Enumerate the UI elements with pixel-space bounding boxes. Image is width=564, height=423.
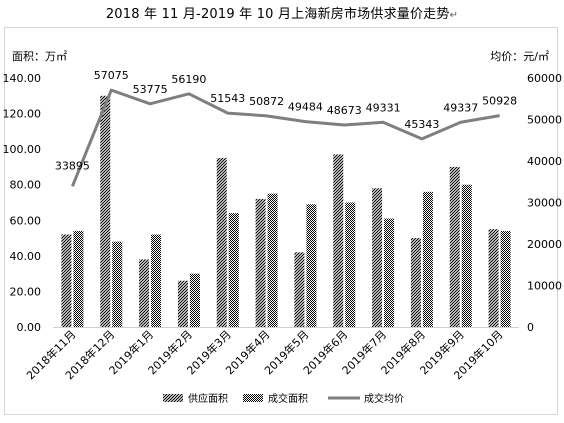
- avg-price-data-label: 56190: [171, 73, 206, 86]
- legend-swatch-supply: [163, 394, 183, 402]
- supply-area-bar: [139, 259, 150, 327]
- chart-title: 2018 年 11 月-2019 年 10 月上海新房市场供求量价走势↵: [0, 3, 564, 22]
- legend-label-supply: 供应面积: [188, 392, 228, 405]
- deal-area-bar: [422, 191, 433, 327]
- supply-area-bar: [255, 198, 266, 327]
- y-left-tick-label: 120.00: [3, 108, 42, 121]
- deal-area-bar: [384, 218, 395, 327]
- supply-area-bar: [488, 229, 499, 327]
- supply-area-bar: [216, 158, 227, 327]
- legend-label-deal: 成交面积: [268, 392, 308, 405]
- chart-frame: [4, 27, 558, 415]
- y-axis-right-label: 均价：元/㎡: [490, 50, 549, 63]
- legend-swatch-deal: [243, 394, 263, 402]
- legend: 供应面积 成交面积 成交均价: [163, 392, 404, 405]
- axes-layer: 面积：万㎡ 均价：元/㎡ 0.00 20.00 40.00 60.00 80.00 100…: [3, 50, 563, 334]
- deal-area-bar: [151, 234, 162, 327]
- deal-area-bar: [189, 273, 200, 327]
- y-right-tick-label: 30000: [527, 197, 562, 210]
- deal-area-bar: [345, 202, 356, 327]
- avg-price-data-label: 49484: [288, 101, 323, 114]
- deal-area-bar: [500, 230, 511, 327]
- avg-price-data-label: 50872: [249, 95, 284, 108]
- x-tick-labels: 2018年11月2018年12月2019年1月2019年2月2019年3月201…: [23, 327, 505, 382]
- y-left-tick-label: 40.00: [10, 250, 42, 263]
- y-right-tick-label: 20000: [527, 238, 562, 251]
- deal-area-bar: [461, 184, 472, 327]
- avg-price-data-label: 53775: [133, 83, 168, 96]
- deal-area-bar: [267, 193, 278, 327]
- avg-price-data-label: 49331: [366, 101, 401, 114]
- avg-price-data-label: 48673: [327, 104, 362, 117]
- y-left-tick-label: 60.00: [10, 214, 42, 227]
- supply-area-bar: [100, 95, 111, 328]
- legend-label-price: 成交均价: [364, 392, 404, 405]
- y-axis-left-label: 面积：万㎡: [12, 50, 67, 63]
- bars-layer: [61, 95, 511, 328]
- supply-area-bar: [333, 154, 344, 327]
- deal-area-bar: [112, 241, 123, 327]
- supply-area-bar: [61, 234, 72, 327]
- supply-area-bar: [294, 252, 305, 327]
- y-right-tick-label: 0: [527, 321, 534, 334]
- y-right-tick-label: 10000: [527, 280, 562, 293]
- deal-area-bar: [228, 213, 239, 327]
- avg-price-data-label: 50928: [482, 95, 517, 108]
- avg-price-data-label: 57075: [94, 69, 129, 82]
- deal-area-bar: [73, 230, 84, 327]
- avg-price-data-label: 51543: [210, 92, 245, 105]
- y-left-tick-label: 20.00: [10, 285, 42, 298]
- deal-area-bar: [306, 204, 317, 327]
- y-right-tick-label: 40000: [527, 155, 562, 168]
- y-left-tick-label: 80.00: [10, 179, 42, 192]
- y-left-tick-label: 100.00: [3, 143, 42, 156]
- chart-title-text: 2018 年 11 月-2019 年 10 月上海新房市场供求量价走势: [105, 7, 450, 22]
- y-left-tick-label: 0.00: [17, 321, 42, 334]
- avg-price-line: [71, 88, 500, 187]
- avg-price-data-label: 49337: [443, 101, 478, 114]
- avg-price-data-label: 33895: [55, 159, 90, 172]
- return-mark-icon: ↵: [449, 10, 459, 21]
- supply-area-bar: [410, 238, 421, 327]
- supply-area-bar: [449, 166, 460, 327]
- supply-area-bar: [177, 280, 188, 327]
- y-right-tick-label: 50000: [527, 114, 562, 127]
- y-right-tick-label: 60000: [527, 72, 562, 85]
- supply-area-bar: [372, 188, 383, 327]
- avg-price-data-label: 45343: [404, 118, 439, 131]
- y-left-tick-label: 140.00: [3, 72, 42, 85]
